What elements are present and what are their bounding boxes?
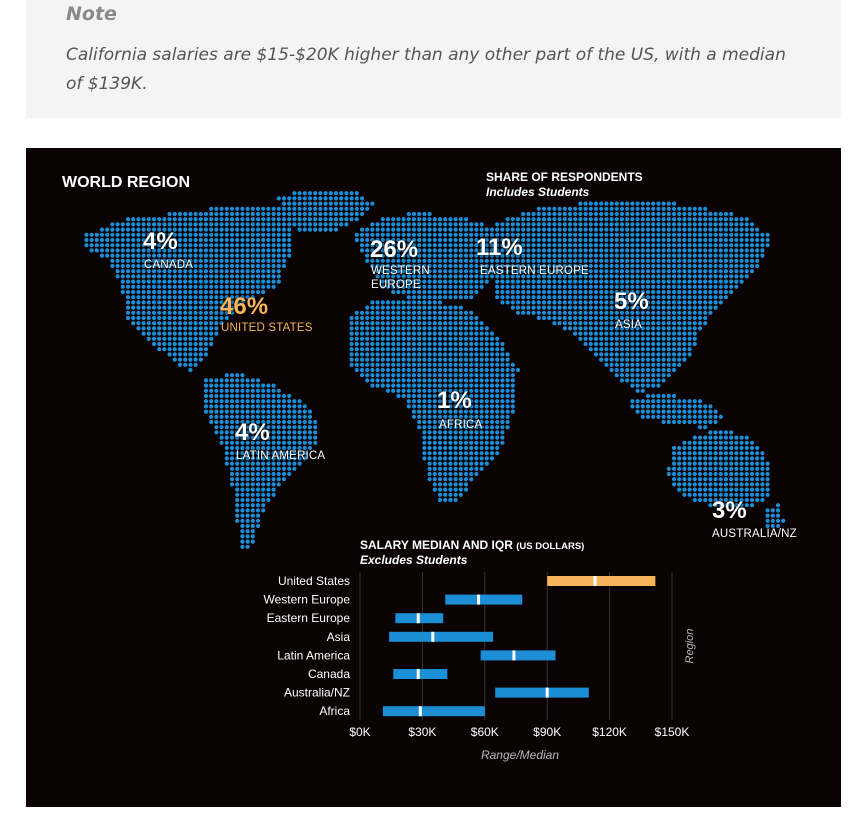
iqr-bar <box>393 669 448 679</box>
map-dots <box>84 191 786 549</box>
category-label: Eastern Europe <box>267 611 351 625</box>
note-box: Note California salaries are $15-$20K hi… <box>26 0 841 118</box>
united-states-label: UNITED STATES <box>221 322 313 334</box>
iqr-bar <box>495 687 589 698</box>
median-marker <box>416 613 420 624</box>
median-marker <box>545 687 549 698</box>
median-marker <box>431 631 435 642</box>
share-subtitle: Includes Students <box>486 185 590 199</box>
median-marker <box>512 650 516 661</box>
x-tick-label: $120K <box>592 725 627 739</box>
x-tick-label: $60K <box>471 725 499 739</box>
category-label: Asia <box>327 630 351 644</box>
share-title: SHARE OF RESPONDENTS <box>486 170 643 184</box>
iqr-bar <box>480 650 556 661</box>
united-states-pct: 46% <box>220 293 269 320</box>
world-dot-map <box>84 191 786 549</box>
canada-label: CANADA <box>144 259 194 271</box>
western-europe-label-2: EUROPE <box>371 279 421 291</box>
category-label: United States <box>278 574 350 588</box>
note-title: Note <box>66 3 117 25</box>
canada-pct: 4% <box>143 228 178 255</box>
iqr-bar <box>547 576 656 586</box>
x-axis-label: Range/Median <box>481 748 559 762</box>
eastern-europe-label: EASTERN EUROPE <box>480 265 589 277</box>
western-europe-label-1: WESTERN <box>371 265 430 277</box>
median-marker <box>418 706 422 717</box>
salary-chart-title: SALARY MEDIAN AND IQR (US DOLLARS) <box>360 538 585 552</box>
category-label: Latin America <box>277 648 350 662</box>
australia-nz-pct: 3% <box>712 497 747 524</box>
australia-nz-label: AUSTRALIA/NZ <box>712 528 797 540</box>
africa-pct: 1% <box>437 387 472 414</box>
salary-chart-subtitle: Excludes Students <box>360 553 468 567</box>
category-label: Canada <box>308 667 350 681</box>
eastern-europe-pct: 11% <box>476 234 523 261</box>
infographic-panel: WORLD REGION SHARE OF RESPONDENTS Includ… <box>26 148 841 807</box>
median-marker <box>593 576 597 586</box>
iqr-bar <box>445 594 523 605</box>
iqr-bar <box>389 631 494 642</box>
latin-america-pct: 4% <box>235 419 270 446</box>
africa-label: AFRICA <box>439 419 483 431</box>
median-marker <box>477 594 481 605</box>
y-axis-label: Region <box>684 629 696 664</box>
x-tick-label: $30K <box>408 725 436 739</box>
latin-america-label: LATIN AMERICA <box>236 450 326 462</box>
iqr-bar <box>382 706 485 717</box>
median-marker <box>416 669 420 679</box>
category-label: Africa <box>319 704 350 718</box>
x-tick-label: $150K <box>655 725 690 739</box>
category-label: Western Europe <box>264 593 351 607</box>
category-label: Australia/NZ <box>284 686 350 700</box>
asia-label: ASIA <box>615 319 643 331</box>
world-region-title: WORLD REGION <box>62 174 190 191</box>
asia-pct: 5% <box>614 288 649 315</box>
salary-iqr-chart: $0K $30K $60K $90K $120K $150K Range/Median Reg… <box>264 572 696 762</box>
x-tick-label: $0K <box>349 725 370 739</box>
x-tick-label: $90K <box>533 725 561 739</box>
note-text: California salaries are $15-$20K higher … <box>66 45 786 94</box>
western-europe-pct: 26% <box>370 236 419 263</box>
